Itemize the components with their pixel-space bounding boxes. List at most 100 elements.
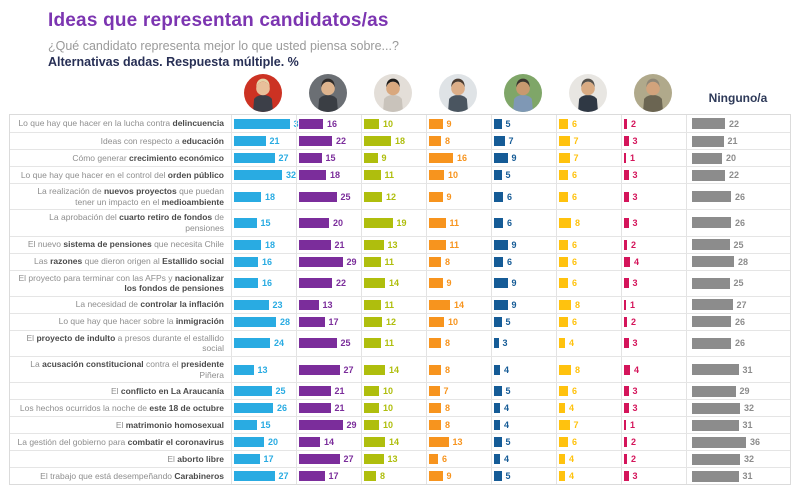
candidate-2-cell: 25 [296,330,361,356]
candidate-3-value: 19 [396,217,407,228]
candidate-7-cell: 2 [621,313,686,330]
candidate-5-value: 9 [511,278,517,289]
candidate-6-value: 4 [569,338,575,349]
candidate-6-bar [559,316,568,327]
candidate-3-cell: 13 [361,236,426,253]
candidate-1-bar [234,299,269,310]
candidate-4-cell: 14 [426,296,491,313]
candidate-2-bar [299,278,332,289]
candidate-2-bar [299,118,323,129]
table-row: La realización de nuevos proyectos que p… [10,183,790,210]
candidate-2-value: 17 [328,471,339,482]
ninguno-value: 26 [735,338,746,349]
candidate-7-value: 3 [632,170,638,180]
candidate-3-cell: 10 [361,115,426,132]
candidate-2-cell: 21 [296,236,361,253]
candidate-6-cell: 8 [556,296,621,313]
candidate-5-value: 4 [504,364,510,375]
candidate-3-bar [364,437,385,448]
candidate-2-cell: 27 [296,357,361,383]
candidate-2-value: 21 [334,239,345,250]
ninguno-value: 32 [744,403,755,414]
candidate-2-value: 29 [346,256,357,267]
candidate-7-cell: 2 [621,115,686,132]
candidate-2-value: 29 [346,420,357,431]
ninguno-bar [692,419,739,431]
candidate-5-bar [494,338,499,349]
candidate-2-cell: 18 [296,167,361,183]
row-label: El proyecto de indulto a presos durante … [26,332,224,354]
candidate-5-cell: 5 [491,434,556,451]
candidate-7-bar [624,364,630,375]
person-avatar-icon [308,74,347,112]
candidate-6-bar [559,299,571,310]
candidate-6-bar [559,191,568,202]
candidate-5-bar [494,437,502,448]
candidate-3-value: 11 [384,299,395,310]
candidate-6-value: 6 [572,316,578,327]
candidate-3-cell: 11 [361,253,426,270]
row-label: La aprobación del cuarto retiro de fondo… [49,212,224,233]
candidate-6-bar [559,437,568,448]
candidate-5-bar [494,278,508,289]
candidate-1-value: 18 [265,191,276,202]
candidate-7-value: 3 [632,338,638,349]
candidate-6-cell: 6 [556,313,621,330]
candidate-6-photo [555,74,620,112]
ninguno-bar [692,337,731,349]
ninguno-cell: 20 [686,150,790,166]
candidate-4-bar [429,278,443,289]
candidate-7-value: 3 [632,191,638,202]
candidate-1-bar [234,437,264,448]
candidate-2-bar [299,386,331,397]
candidate-1-bar [234,239,261,250]
candidate-6-value: 8 [575,364,581,375]
candidate-6-bar [559,403,565,414]
row-label: La necesidad de controlar la inflación [75,299,224,310]
candidate-2-bar [299,256,343,267]
candidate-4-value: 11 [449,239,460,250]
candidate-2-cell: 29 [296,253,361,270]
candidate-7-photo [620,74,685,112]
candidate-3-cell: 14 [361,434,426,451]
candidate-5-cell: 5 [491,313,556,330]
candidate-6-value: 6 [572,437,578,448]
candidate-7-value: 1 [630,299,636,310]
candidate-6-cell: 4 [556,330,621,356]
candidate-1-cell: 16 [231,270,296,296]
candidate-1-cell: 17 [231,451,296,468]
candidate-1-bar [234,316,276,327]
candidate-5-cell: 4 [491,357,556,383]
none-column-label: Ninguno/a [708,91,768,105]
candidate-5-cell: 5 [491,383,556,400]
survey-infographic: Ideas que representan candidatos/as ¿Qué… [9,10,791,485]
candidate-3-value: 10 [383,420,394,431]
ninguno-cell: 31 [686,468,790,485]
candidate-6-value: 4 [569,471,575,482]
candidate-3-bar [364,420,379,431]
candidate-5-cell: 9 [491,150,556,166]
ninguno-bar [692,470,739,482]
candidate-3-bar [364,170,381,180]
ninguno-value: 20 [726,153,737,163]
candidate-2-cell: 29 [296,417,361,434]
candidate-4-cell: 13 [426,434,491,451]
candidate-4-value: 10 [448,170,459,180]
candidate-7-value: 4 [634,256,640,267]
candidate-2-value: 14 [324,437,335,448]
candidate-6-bar [559,170,568,180]
candidate-6-bar [559,118,568,129]
candidate-4-cell: 8 [426,417,491,434]
ninguno-bar [692,385,736,397]
candidate-2-value: 17 [328,316,339,327]
candidate-2-bar [299,420,343,431]
candidate-1-bar [234,403,273,414]
ninguno-value: 25 [733,239,744,250]
candidate-5-value: 5 [505,170,511,180]
candidate-4-cell: 8 [426,253,491,270]
candidate-2-bar [299,364,340,375]
candidate-6-value: 4 [569,403,575,414]
ninguno-bar [692,402,740,414]
candidate-2-cell: 22 [296,270,361,296]
candidate-3-cell: 14 [361,270,426,296]
